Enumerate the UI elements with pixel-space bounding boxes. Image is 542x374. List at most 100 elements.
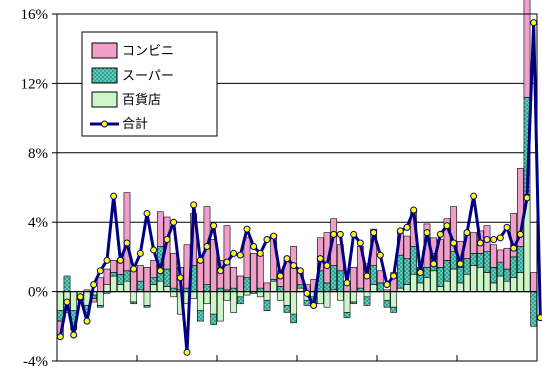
legend-swatch-supermarket [91,67,118,84]
bar-convenience-14 [150,260,158,279]
total-point-16 [163,236,171,244]
total-point-54 [416,269,424,277]
bar-supermarket-51 [396,254,404,289]
bar-convenience-69 [516,168,524,247]
total-point-22 [203,242,211,250]
bar-department-store-20 [190,291,198,299]
total-point-38 [310,301,318,309]
bar-convenience-58 [443,218,451,261]
total-point-26 [230,249,238,257]
total-point-2 [70,331,78,339]
bar-department-store-27 [236,291,244,298]
total-point-60 [456,260,464,268]
bar-convenience-39 [316,237,324,272]
bar-supermarket-22 [203,284,211,292]
bar-department-store-68 [510,277,518,292]
total-point-48 [376,251,384,259]
bar-department-store-62 [470,265,478,292]
bar-supermarket-10 [123,270,131,282]
total-point-46 [363,272,371,280]
bar-supermarket-71 [530,291,538,327]
legend-label-total: 合計 [122,116,148,132]
legend: コンビニ スーパー 百貨店 合計 [81,31,218,137]
bar-department-store-16 [163,286,171,292]
bar-department-store-30 [256,291,264,298]
bar-convenience-8 [110,260,118,273]
bar-department-store-60 [456,282,464,292]
total-point-12 [136,249,144,257]
bar-supermarket-46 [363,296,371,306]
total-point-66 [496,234,504,242]
total-point-58 [443,222,451,230]
total-point-55 [423,229,431,237]
bar-supermarket-67 [503,268,511,282]
bar-supermarket-61 [463,258,471,275]
total-point-71 [530,19,538,27]
bar-convenience-52 [403,235,411,259]
total-point-67 [503,223,511,231]
line-series [56,19,542,356]
total-point-36 [296,267,304,275]
bar-department-store-23 [210,291,218,315]
bar-supermarket-12 [136,280,144,291]
bar-department-store-47 [370,284,378,292]
legend-label-supermarket: スーパー [122,69,174,84]
bar-convenience-28 [243,237,251,279]
y-tick-label-2: 4% [28,215,48,231]
bar-supermarket-48 [376,282,384,292]
bar-department-store-63 [476,267,484,292]
bar-convenience-7 [103,268,111,285]
total-point-34 [283,255,291,263]
bar-supermarket-52 [403,258,411,285]
total-point-9 [116,256,124,264]
bar-supermarket-41 [330,265,338,291]
total-point-6 [96,267,104,275]
bar-supermarket-55 [423,267,431,279]
total-point-62 [470,192,478,200]
total-point-7 [103,256,111,264]
total-point-11 [130,265,138,273]
bar-supermarket-31 [263,299,271,311]
bar-convenience-10 [123,192,131,272]
total-point-39 [316,255,324,263]
bar-department-store-13 [143,291,151,306]
bar-department-store-17 [170,291,178,298]
total-point-52 [403,223,411,231]
bar-department-store-15 [156,280,164,292]
bar-convenience-21 [196,261,204,292]
bar-convenience-48 [376,270,384,284]
total-point-8 [110,192,118,200]
bar-convenience-15 [156,211,164,247]
bar-convenience-66 [496,249,504,263]
bar-supermarket-35 [290,313,298,324]
bar-supermarket-14 [150,277,158,285]
y-tick-label-0: -4% [23,354,48,370]
bar-department-store-66 [496,275,504,292]
bar-supermarket-60 [456,267,464,284]
total-point-65 [490,236,498,244]
total-point-32 [270,232,278,240]
bar-department-store-67 [503,280,511,292]
bar-convenience-6 [96,277,104,292]
bar-department-store-32 [270,280,278,292]
total-point-23 [210,222,218,230]
total-point-45 [356,239,364,247]
total-point-28 [243,225,251,233]
total-point-42 [336,230,344,238]
total-point-24 [216,267,224,275]
bar-department-store-26 [230,291,238,313]
bar-department-store-39 [316,291,324,305]
bar-department-store-10 [123,280,131,292]
bar-department-store-25 [223,291,231,301]
bar-department-store-61 [463,273,471,292]
legend-label-department-store: 百貨店 [122,92,161,108]
bar-convenience-44 [350,267,358,292]
total-point-1 [63,298,71,306]
bar-department-store-58 [443,280,451,292]
total-point-31 [263,236,271,244]
bar-convenience-67 [503,247,511,270]
bar-convenience-62 [470,232,478,254]
total-point-37 [303,289,311,297]
legend-label-convenience: コンビニ [122,44,174,59]
bar-department-store-57 [436,286,444,292]
